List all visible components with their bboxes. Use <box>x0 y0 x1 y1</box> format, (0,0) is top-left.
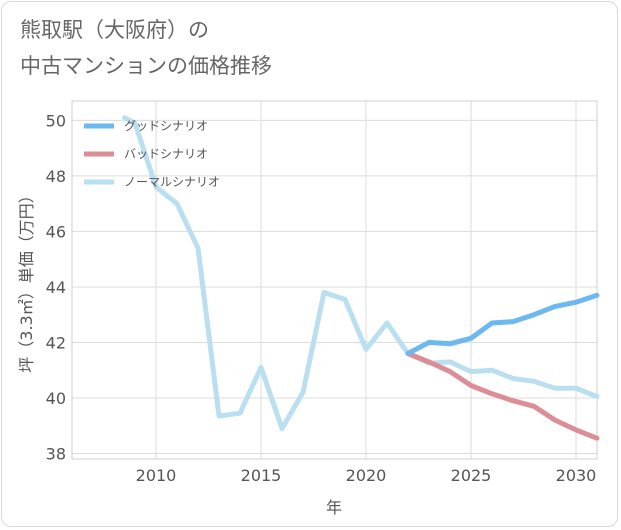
legend-label-0: グッドシナリオ <box>124 119 208 133</box>
grid <box>72 101 597 459</box>
series-line-0 <box>405 292 600 356</box>
x-tick-label: 2030 <box>556 466 597 485</box>
tick-labels: 38 40 42 44 46 48 50 2010 2015 2020 2025 2030 <box>46 111 597 485</box>
plot-area-border <box>71 100 598 460</box>
chart-title-line1: 熊取駅（大阪府）の <box>20 18 209 42</box>
y-tick-label: 42 <box>46 333 66 352</box>
series-line-2 <box>122 115 600 431</box>
legend-label-1: バッドシナリオ <box>124 147 208 161</box>
series-line-1 <box>405 351 600 441</box>
y-tick-label: 44 <box>46 278 66 297</box>
y-tick-label: 46 <box>46 222 66 241</box>
series-lines <box>122 115 600 441</box>
y-tick-label: 48 <box>46 167 66 186</box>
chart-title: 熊取駅（大阪府）の 中古マンションの価格推移 <box>20 12 440 84</box>
x-axis-title: 年 <box>326 498 342 517</box>
legend-label-2: ノーマルシナリオ <box>124 175 220 189</box>
x-tick-label: 2025 <box>451 466 492 485</box>
x-tick-label: 2015 <box>241 466 282 485</box>
x-tick-label: 2020 <box>346 466 387 485</box>
chart-title-line2: 中古マンションの価格推移 <box>20 54 272 78</box>
x-tick-label: 2010 <box>136 466 177 485</box>
y-tick-label: 38 <box>46 444 66 463</box>
y-tick-label: 50 <box>46 111 66 130</box>
y-tick-label: 40 <box>46 389 66 408</box>
y-axis-title: 坪（3.3㎡）単価（万円） <box>17 187 36 372</box>
